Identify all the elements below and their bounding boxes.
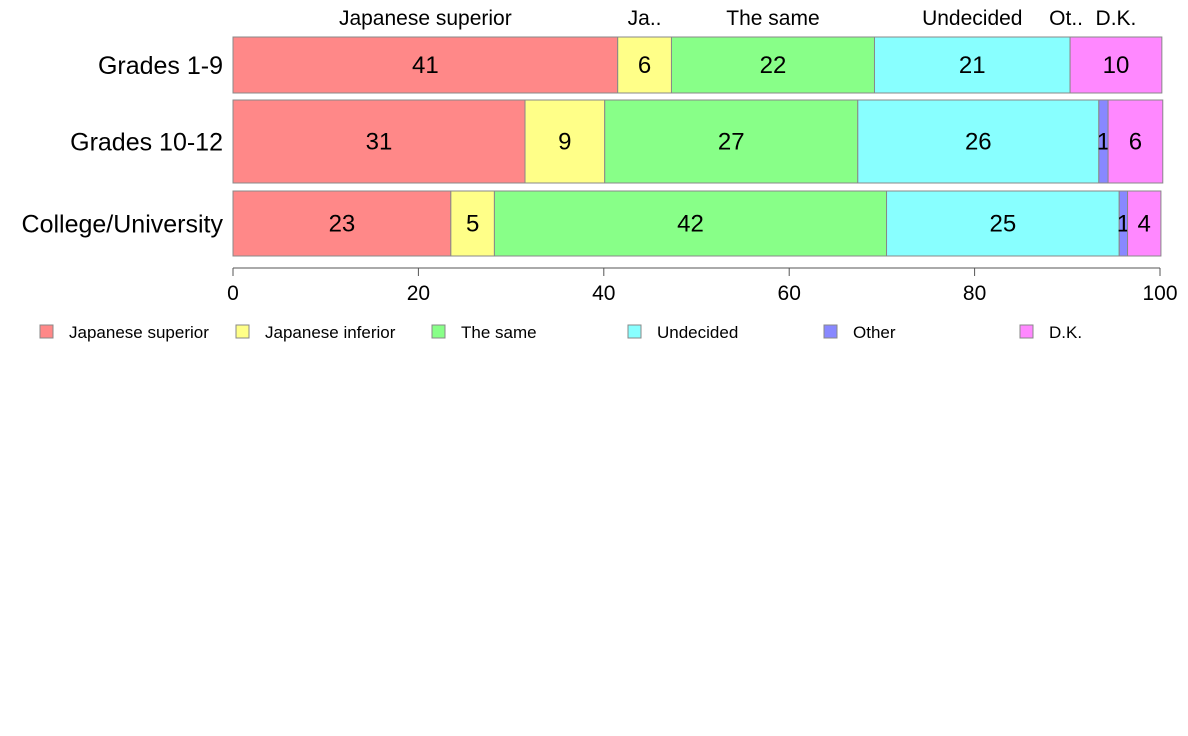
bar-segment [493,190,888,257]
legend-label: Undecided [657,323,738,342]
legend-label: Japanese inferior [265,323,396,342]
data-label: 25 [990,211,1017,238]
category-label: Grades 1-9 [98,52,223,80]
data-label: 23 [329,211,356,238]
data-label: 26 [965,129,992,156]
x-tick-label: 60 [778,282,801,305]
bar-segment [524,99,606,184]
segment-header-labels: Japanese superior Ja.. The same Undecided Ot… [339,7,1136,30]
segment-header-label: Japanese superior [339,7,512,30]
data-label: 6 [1129,129,1142,156]
category-label: College/University [22,211,224,239]
x-axis: 0 20 40 60 80 100 [227,267,1178,305]
legend-swatch [627,324,642,339]
data-label: 10 [1103,52,1130,79]
x-tick-label: 40 [592,282,615,305]
category-label: Grades 10-12 [70,129,223,157]
segment-header-label: D.K. [1096,7,1137,30]
data-label: 21 [959,52,986,79]
x-tick-label: 20 [407,282,430,305]
category-labels: Grades 1-9 Grades 10-12 College/University [22,52,224,239]
legend-label: Other [853,323,896,342]
bar-segment [1107,99,1164,184]
legend-label: The same [461,323,537,342]
x-tick-label: 0 [227,282,239,305]
legend-label: D.K. [1049,323,1082,342]
data-label: 1 [1117,211,1130,238]
bar-segment [617,36,672,94]
data-label: 42 [677,211,704,238]
segment-header-label: Undecided [922,7,1022,30]
legend-label: Japanese superior [69,323,209,342]
bar-segment [1069,36,1163,94]
segment-header-label: Ot.. [1049,7,1083,30]
legend-swatch [823,324,838,339]
bar-segment [886,190,1120,257]
bar-segment [670,36,875,94]
bar-segment [232,36,619,94]
bar-segment [857,99,1100,184]
data-label: 41 [412,52,439,79]
legend-swatch [431,324,446,339]
bar-segment [450,190,495,257]
bar-segment [604,99,859,184]
segment-header-label: Ja.. [628,7,662,30]
data-label: 9 [558,129,571,156]
bar-segment [232,99,526,184]
legend-swatch [1019,324,1034,339]
data-label: 6 [638,52,651,79]
data-label: 4 [1138,211,1151,238]
data-label: 22 [760,52,787,79]
bar-segment [232,190,452,257]
bar-segment [873,36,1071,94]
x-tick-label: 100 [1142,282,1177,305]
data-label: 5 [466,211,479,238]
bar-segment [1127,190,1162,257]
segment-header-label: The same [726,7,819,30]
data-label: 27 [718,129,745,156]
data-label: 31 [366,129,393,156]
data-label: 1 [1097,129,1110,156]
x-tick-label: 80 [963,282,986,305]
legend-swatch [39,324,54,339]
legend-swatch [235,324,250,339]
legend: Japanese superior Japanese inferior The sa… [39,323,1082,342]
